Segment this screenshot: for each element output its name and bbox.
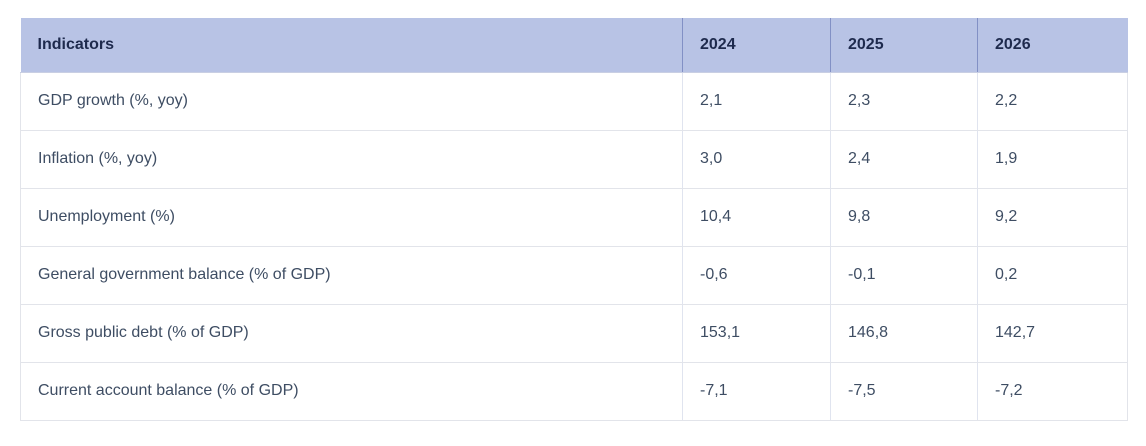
economic-indicators-table-container: Indicators 2024 2025 2026 GDP growth (%,… [20,18,1128,421]
cell-inflation-2025: 2,4 [830,130,978,189]
cell-current-account-2025: -7,5 [830,362,978,421]
economic-indicators-table: Indicators 2024 2025 2026 GDP growth (%,… [20,18,1128,421]
cell-gdp-growth-2026: 2,2 [977,72,1128,131]
cell-inflation-2026: 1,9 [977,130,1128,189]
table-row: GDP growth (%, yoy) 2,1 2,3 2,2 [20,72,1128,131]
cell-government-balance-2025: -0,1 [830,246,978,305]
cell-government-balance-2026: 0,2 [977,246,1128,305]
cell-unemployment-2024: 10,4 [682,188,831,247]
header-row: Indicators 2024 2025 2026 [20,18,1128,73]
column-header-indicators: Indicators [20,18,683,73]
cell-public-debt-2025: 146,8 [830,304,978,363]
table-row: Inflation (%, yoy) 3,0 2,4 1,9 [20,130,1128,189]
column-header-2025: 2025 [830,18,978,73]
cell-public-debt-2026: 142,7 [977,304,1128,363]
table-row: Unemployment (%) 10,4 9,8 9,2 [20,188,1128,247]
cell-gdp-growth-2024: 2,1 [682,72,831,131]
cell-unemployment-2026: 9,2 [977,188,1128,247]
column-header-2026: 2026 [977,18,1128,73]
cell-public-debt-2024: 153,1 [682,304,831,363]
row-label-inflation: Inflation (%, yoy) [20,130,683,189]
cell-unemployment-2025: 9,8 [830,188,978,247]
row-label-gross-public-debt: Gross public debt (% of GDP) [20,304,683,363]
cell-current-account-2024: -7,1 [682,362,831,421]
row-label-current-account-balance: Current account balance (% of GDP) [20,362,683,421]
cell-inflation-2024: 3,0 [682,130,831,189]
cell-government-balance-2024: -0,6 [682,246,831,305]
table-row: Gross public debt (% of GDP) 153,1 146,8… [20,304,1128,363]
table-row: General government balance (% of GDP) -0… [20,246,1128,305]
row-label-gdp-growth: GDP growth (%, yoy) [20,72,683,131]
table-body: GDP growth (%, yoy) 2,1 2,3 2,2 Inflatio… [20,72,1128,421]
row-label-unemployment: Unemployment (%) [20,188,683,247]
table-row: Current account balance (% of GDP) -7,1 … [20,362,1128,421]
row-label-general-government-balance: General government balance (% of GDP) [20,246,683,305]
cell-current-account-2026: -7,2 [977,362,1128,421]
cell-gdp-growth-2025: 2,3 [830,72,978,131]
column-header-2024: 2024 [682,18,831,73]
table-header: Indicators 2024 2025 2026 [20,18,1128,73]
